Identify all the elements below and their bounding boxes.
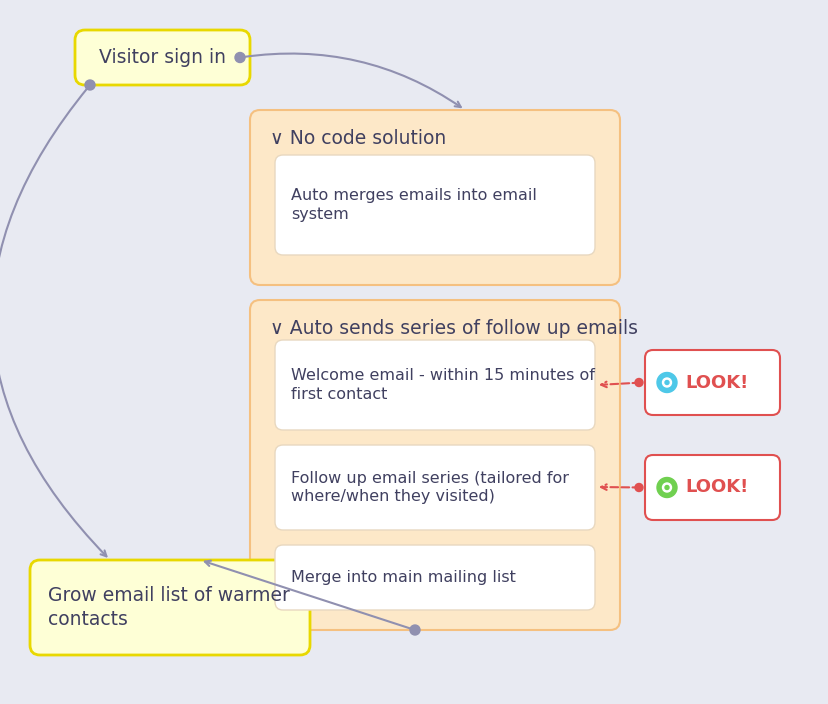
FancyBboxPatch shape: [250, 300, 619, 630]
Text: ∨ Auto sends series of follow up emails: ∨ Auto sends series of follow up emails: [270, 318, 638, 337]
Text: Merge into main mailing list: Merge into main mailing list: [291, 570, 515, 585]
Text: LOOK!: LOOK!: [684, 374, 748, 391]
FancyBboxPatch shape: [275, 155, 595, 255]
Text: Welcome email - within 15 minutes of
first contact: Welcome email - within 15 minutes of fir…: [291, 368, 595, 402]
Circle shape: [657, 477, 676, 498]
Text: LOOK!: LOOK!: [684, 479, 748, 496]
Text: Auto merges emails into email
system: Auto merges emails into email system: [291, 188, 537, 222]
FancyBboxPatch shape: [644, 455, 779, 520]
Circle shape: [664, 486, 668, 489]
FancyBboxPatch shape: [250, 110, 619, 285]
Circle shape: [634, 379, 643, 386]
FancyBboxPatch shape: [30, 560, 310, 655]
Circle shape: [657, 372, 676, 393]
FancyBboxPatch shape: [275, 545, 595, 610]
Text: Follow up email series (tailored for
where/when they visited): Follow up email series (tailored for whe…: [291, 471, 568, 504]
Text: ∨ No code solution: ∨ No code solution: [270, 129, 445, 148]
FancyBboxPatch shape: [644, 350, 779, 415]
FancyBboxPatch shape: [275, 340, 595, 430]
Circle shape: [662, 483, 671, 492]
Circle shape: [664, 380, 668, 384]
Text: Visitor sign in: Visitor sign in: [99, 48, 226, 67]
Circle shape: [234, 53, 245, 63]
Circle shape: [410, 625, 420, 635]
Circle shape: [85, 80, 95, 90]
Text: Grow email list of warmer
contacts: Grow email list of warmer contacts: [48, 586, 290, 629]
Circle shape: [634, 484, 643, 491]
FancyBboxPatch shape: [75, 30, 250, 85]
Circle shape: [662, 378, 671, 387]
FancyBboxPatch shape: [275, 445, 595, 530]
